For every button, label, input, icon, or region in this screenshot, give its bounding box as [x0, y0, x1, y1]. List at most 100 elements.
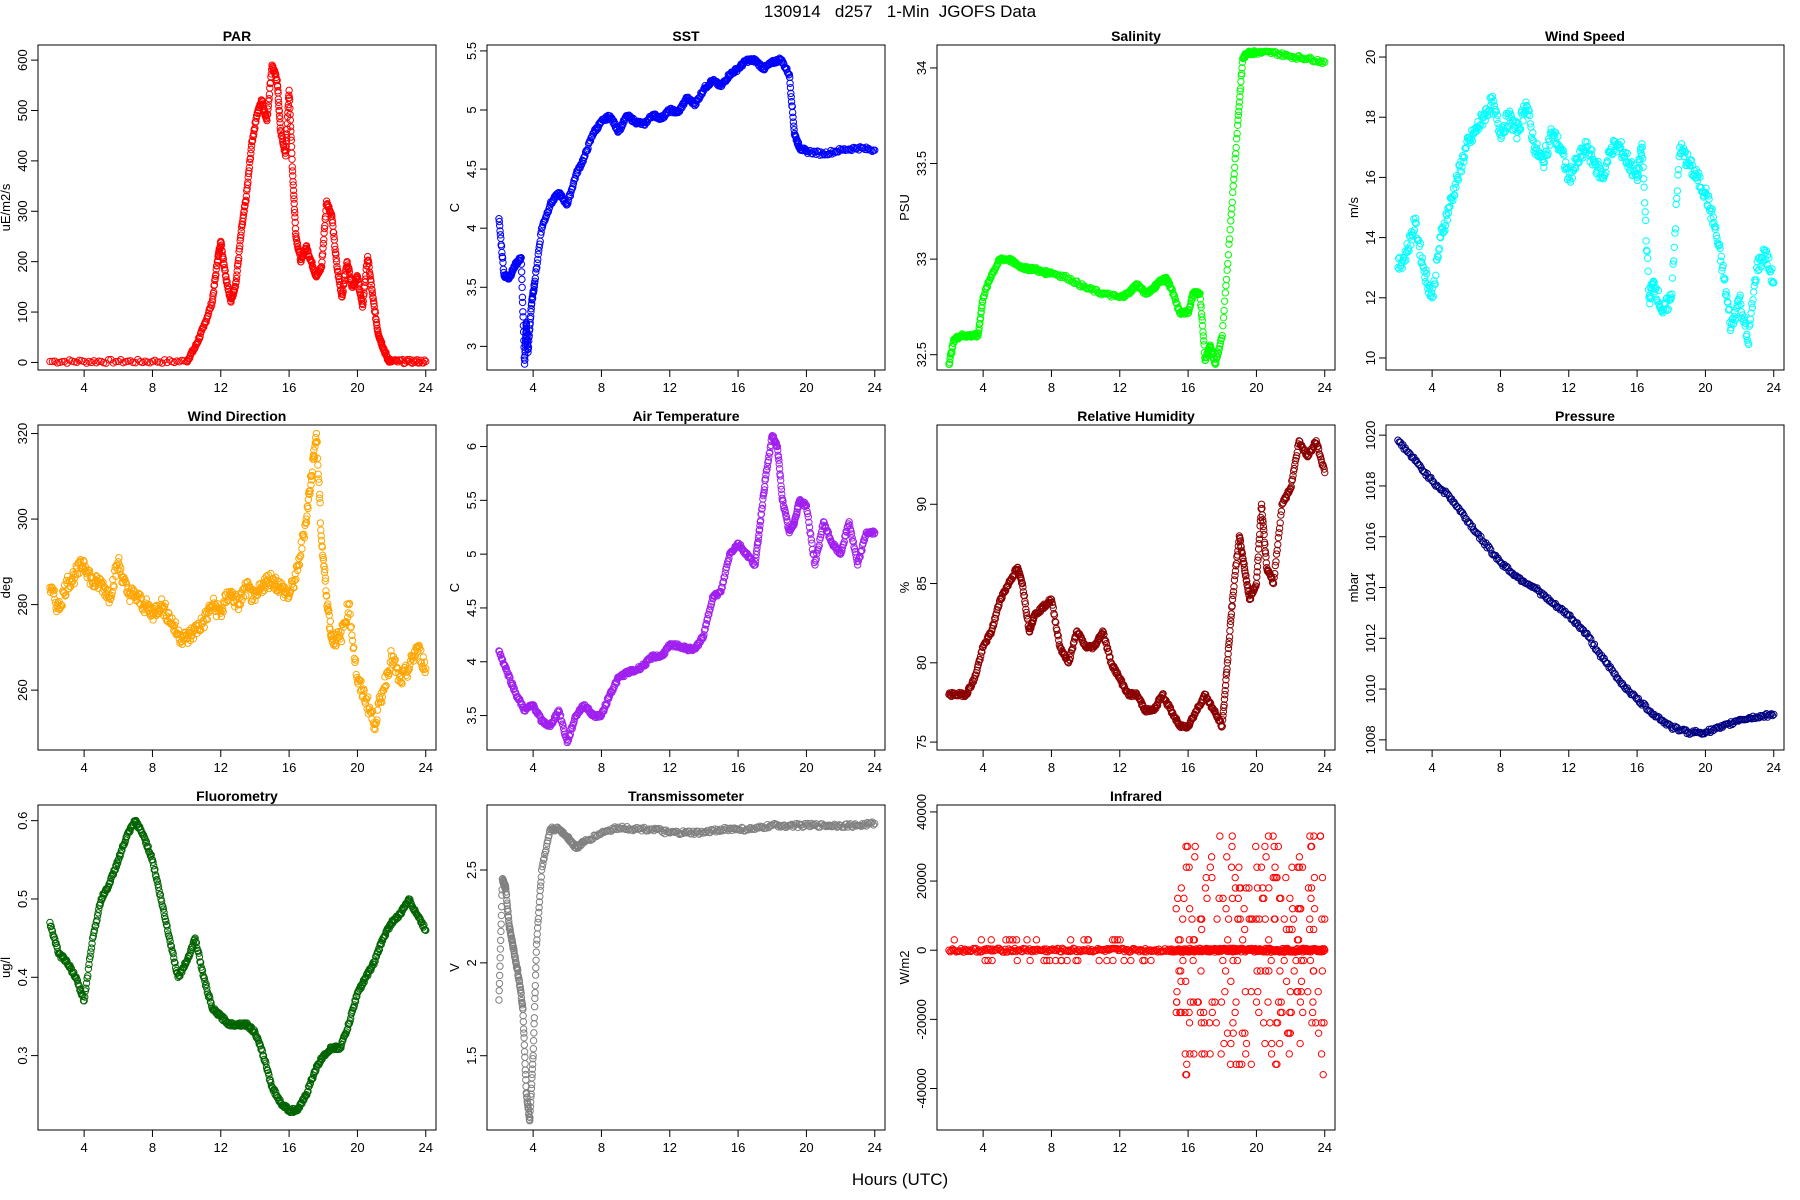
data-point	[597, 711, 606, 720]
data-point	[1519, 102, 1528, 110]
data-point	[326, 617, 335, 625]
data-point	[1054, 632, 1062, 640]
data-point	[271, 576, 279, 584]
data-point	[524, 348, 532, 356]
y-tick-label: 16	[1363, 170, 1378, 184]
data-point	[1667, 294, 1675, 302]
data-point	[702, 620, 711, 628]
data-point	[1432, 271, 1440, 280]
data-point	[1654, 286, 1663, 295]
data-point	[315, 478, 323, 487]
data-point	[244, 178, 252, 186]
data-point	[1769, 278, 1777, 286]
panel-title: Wind Direction	[188, 408, 287, 424]
data-point	[1418, 254, 1427, 262]
data-point	[1488, 92, 1497, 101]
data-point	[307, 481, 315, 489]
data-point	[1170, 713, 1179, 721]
data-point	[420, 356, 429, 364]
x-tick-label: 16	[282, 760, 296, 775]
data-point	[1476, 121, 1484, 130]
data-point	[159, 604, 167, 612]
data-point	[1235, 103, 1243, 111]
data-point	[233, 267, 241, 275]
x-tick-label: 24	[868, 760, 882, 775]
data-point	[276, 118, 284, 127]
data-point	[777, 485, 786, 494]
data-point	[969, 678, 978, 686]
data-point	[1261, 549, 1270, 557]
data-point	[332, 257, 341, 266]
data-point	[382, 682, 390, 690]
data-point	[1254, 556, 1262, 564]
data-point	[973, 333, 981, 341]
data-point	[310, 455, 318, 463]
data-point	[200, 623, 209, 632]
data-point	[1702, 191, 1711, 199]
data-point	[275, 107, 284, 115]
data-point	[219, 607, 227, 616]
data-point	[1260, 530, 1268, 539]
data-point	[792, 510, 801, 519]
data-point	[1286, 52, 1295, 61]
data-point	[116, 567, 124, 575]
data-point	[373, 716, 381, 724]
data-point	[1314, 442, 1322, 451]
data-point	[1222, 275, 1231, 284]
data-point	[847, 530, 856, 538]
x-tick-label: 20	[350, 380, 364, 395]
data-point	[774, 453, 783, 461]
data-point	[1019, 583, 1027, 591]
data-point	[263, 110, 272, 118]
data-point	[1222, 281, 1230, 290]
data-point	[364, 693, 372, 701]
data-point	[1719, 261, 1727, 270]
data-point	[804, 513, 812, 521]
data-point	[204, 309, 213, 317]
data-point	[700, 631, 708, 639]
data-point	[1594, 160, 1603, 169]
data-point	[346, 610, 354, 618]
data-point	[195, 334, 203, 342]
data-point	[1748, 303, 1757, 312]
data-point	[1290, 464, 1298, 473]
data-point	[1671, 225, 1680, 233]
x-tick-label: 20	[1698, 760, 1712, 775]
data-point	[1604, 158, 1612, 166]
data-point	[233, 271, 241, 279]
data-point	[775, 456, 783, 464]
data-point	[847, 527, 855, 535]
x-tick-label: 24	[1767, 380, 1781, 395]
data-point	[1225, 235, 1234, 243]
data-point	[236, 242, 244, 250]
data-point	[350, 643, 358, 652]
data-point	[497, 654, 506, 662]
data-point	[760, 486, 769, 494]
data-point	[793, 508, 801, 516]
data-point	[317, 263, 326, 271]
data-point	[1167, 285, 1176, 293]
data-point	[1638, 140, 1646, 148]
series-points	[945, 437, 1329, 732]
data-point	[1566, 178, 1575, 186]
data-point	[203, 615, 212, 624]
data-point	[1540, 158, 1549, 167]
data-point	[315, 494, 324, 502]
data-point	[234, 605, 243, 614]
data-point	[185, 355, 193, 363]
data-point	[307, 472, 316, 481]
data-point	[787, 93, 795, 101]
data-point	[995, 601, 1003, 609]
y-tick-label: 200	[15, 251, 30, 273]
data-point	[846, 521, 854, 530]
data-point	[1419, 263, 1428, 272]
data-point	[1743, 330, 1751, 339]
x-tick-label: 12	[663, 380, 677, 395]
data-point	[990, 619, 998, 627]
data-point	[614, 128, 622, 136]
data-point	[1407, 241, 1415, 249]
y-tick-label: 90	[914, 497, 929, 511]
data-point	[316, 499, 324, 507]
x-tick-label: 20	[799, 380, 813, 395]
